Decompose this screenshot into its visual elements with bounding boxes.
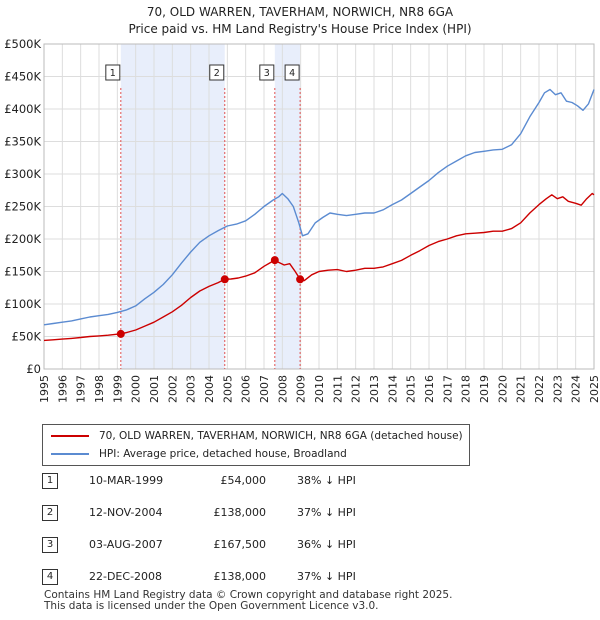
row-price: £167,500 <box>213 538 267 551</box>
x-tick-label: 2008 <box>276 375 289 403</box>
legend-item-hpi: HPI: Average price, detached house, Broa… <box>51 445 347 463</box>
transactions-table: 1 10-MAR-1999 £54,000 38% ↓ HPI 2 12-NOV… <box>42 470 462 598</box>
y-tick-label: £150K <box>4 265 41 279</box>
chart-subtitle: Price paid vs. HM Land Registry's House … <box>128 22 471 36</box>
x-tick-label: 2014 <box>386 375 399 403</box>
row-hpi: 38% ↓ HPI <box>297 474 356 487</box>
transaction-marker-label-2: 2 <box>214 68 220 79</box>
row-hpi: 37% ↓ HPI <box>297 570 356 583</box>
x-tick-label: 2013 <box>368 375 381 403</box>
x-tick-label: 2023 <box>551 375 564 403</box>
footer-licence: This data is licensed under the Open Gov… <box>44 600 379 612</box>
plot-frame <box>43 43 595 370</box>
y-tick-label: £400K <box>4 102 41 116</box>
x-tick-label: 2011 <box>331 375 344 403</box>
x-tick-label: 2015 <box>405 375 418 403</box>
table-row: 1 10-MAR-1999 £54,000 38% ↓ HPI <box>42 470 462 502</box>
row-date: 10-MAR-1999 <box>89 474 164 487</box>
x-tick-label: 1996 <box>56 375 69 403</box>
x-tick-label: 2002 <box>166 375 179 403</box>
y-tick-label: £200K <box>4 232 41 246</box>
row-price: £138,000 <box>213 570 267 583</box>
transaction-marker-box-1 <box>105 64 121 81</box>
chart-title: 70, OLD WARREN, TAVERHAM, NORWICH, NR8 6… <box>147 5 454 19</box>
y-tick-label: £450K <box>4 70 41 84</box>
x-tick-label: 2016 <box>423 375 436 403</box>
y-tick-label: £100K <box>4 297 41 311</box>
row-price: £54,000 <box>220 474 267 487</box>
transaction-marker-label-3: 3 <box>264 68 270 79</box>
row-price: £138,000 <box>213 506 267 519</box>
x-tick-label: 1995 <box>38 375 51 403</box>
series-line-property <box>43 192 595 342</box>
row-number-badge: 3 <box>42 537 58 553</box>
table-row: 3 03-AUG-2007 £167,500 36% ↓ HPI <box>42 534 462 566</box>
row-hpi: 37% ↓ HPI <box>297 506 356 519</box>
x-tick-label: 2012 <box>350 375 363 403</box>
x-tick-label: 2010 <box>313 375 326 403</box>
x-tick-label: 2009 <box>295 375 308 403</box>
y-tick-label: £300K <box>4 167 41 181</box>
x-tick-label: 2022 <box>533 375 546 403</box>
chart-legend: 70, OLD WARREN, TAVERHAM, NORWICH, NR8 6… <box>42 424 470 466</box>
y-tick-label: £50K <box>12 330 42 344</box>
row-number-badge: 2 <box>42 505 58 521</box>
x-tick-label: 1998 <box>93 375 106 403</box>
transaction-marker-label-4: 4 <box>289 68 295 79</box>
row-date: 03-AUG-2007 <box>89 538 163 551</box>
x-tick-label: 2006 <box>240 375 253 403</box>
row-date: 12-NOV-2004 <box>89 506 163 519</box>
x-tick-label: 2024 <box>570 375 583 403</box>
x-tick-label: 2020 <box>496 375 509 403</box>
y-tick-label: £0 <box>26 362 41 376</box>
price-chart: 70, OLD WARREN, TAVERHAM, NORWICH, NR8 6… <box>4 5 600 403</box>
legend-swatch-red <box>51 435 89 437</box>
x-tick-label: 2017 <box>441 375 454 403</box>
y-tick-label: £350K <box>4 135 41 149</box>
x-tick-label: 2025 <box>588 375 600 403</box>
transaction-point-2 <box>220 275 229 284</box>
series-line-hpi <box>43 88 595 326</box>
transaction-marker-box-4 <box>284 64 300 81</box>
legend-label-property: 70, OLD WARREN, TAVERHAM, NORWICH, NR8 6… <box>99 430 463 442</box>
x-tick-label: 2004 <box>203 375 216 403</box>
transaction-marker-label-1: 1 <box>110 68 116 79</box>
transaction-point-1 <box>116 329 125 338</box>
x-tick-label: 2003 <box>185 375 198 403</box>
footer-copyright: Contains HM Land Registry data © Crown c… <box>44 589 453 601</box>
transaction-marker-box-3 <box>259 64 275 81</box>
transaction-marker-box-2 <box>209 64 225 81</box>
y-tick-label: £500K <box>4 37 41 51</box>
x-tick-label: 2001 <box>148 375 161 403</box>
table-row: 4 22-DEC-2008 £138,000 37% ↓ HPI <box>42 566 462 598</box>
row-number-badge: 1 <box>42 473 58 489</box>
table-row: 2 12-NOV-2004 £138,000 37% ↓ HPI <box>42 502 462 534</box>
x-tick-label: 2019 <box>478 375 491 403</box>
legend-label-hpi: HPI: Average price, detached house, Broa… <box>99 448 347 460</box>
legend-swatch-blue <box>51 453 89 455</box>
x-tick-label: 2018 <box>460 375 473 403</box>
transaction-point-4 <box>296 275 305 284</box>
x-tick-label: 2005 <box>221 375 234 403</box>
x-tick-label: 2021 <box>515 375 528 403</box>
y-tick-label: £250K <box>4 200 41 214</box>
row-date: 22-DEC-2008 <box>89 570 163 583</box>
transaction-point-3 <box>270 256 279 265</box>
x-tick-label: 1999 <box>111 375 124 403</box>
x-tick-label: 1997 <box>75 375 88 403</box>
legend-item-property: 70, OLD WARREN, TAVERHAM, NORWICH, NR8 6… <box>51 427 463 445</box>
x-tick-label: 2007 <box>258 375 271 403</box>
footer-note: Contains HM Land Registry data © Crown c… <box>44 590 452 612</box>
row-hpi: 36% ↓ HPI <box>297 538 356 551</box>
row-number-badge: 4 <box>42 569 58 585</box>
x-tick-label: 2000 <box>130 375 143 403</box>
